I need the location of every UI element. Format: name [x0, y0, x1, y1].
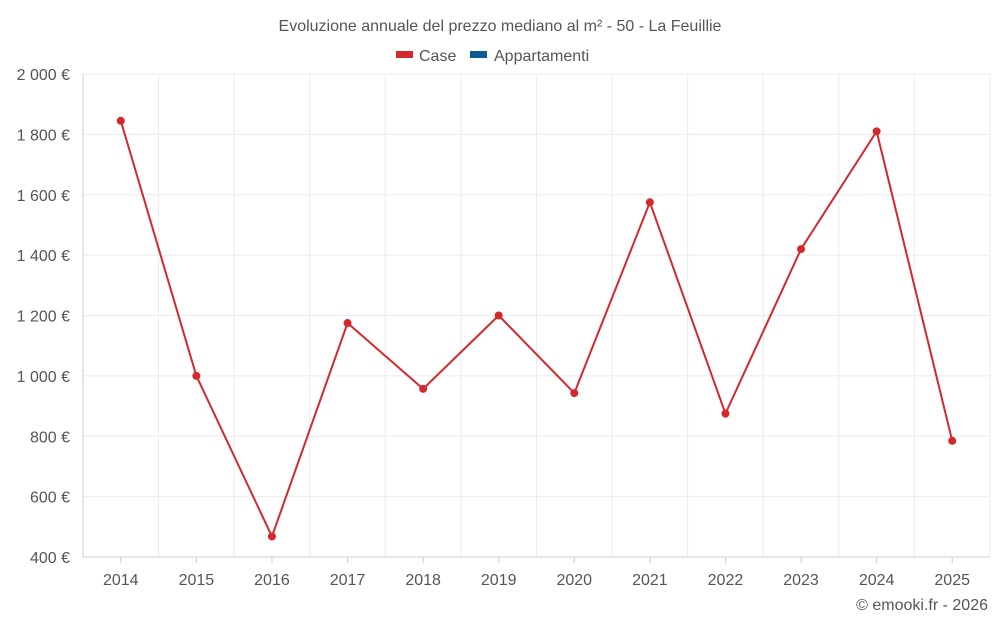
- data-point[interactable]: [419, 384, 428, 393]
- x-tick-label: 2017: [330, 572, 366, 589]
- y-tick-label: 1 600 €: [17, 188, 70, 205]
- data-point[interactable]: [192, 371, 201, 380]
- grid: [83, 73, 991, 557]
- x-axis-ticks: 2014 2015 2016 2017 2018 2019 2020 2021 2022 2023…: [103, 557, 970, 589]
- x-tick-label: 2016: [254, 572, 290, 589]
- data-point[interactable]: [872, 127, 881, 136]
- x-tick-label: 2023: [783, 572, 819, 589]
- y-tick-label: 1 800 €: [17, 127, 70, 144]
- y-tick-label: 400 €: [30, 550, 70, 567]
- y-axis-ticks: 400 € 600 € 800 € 1 000 € 1 200 € 1 400 € 1 60…: [17, 67, 70, 567]
- y-tick-label: 800 €: [30, 429, 70, 446]
- data-point[interactable]: [494, 311, 503, 320]
- x-tick-label: 2021: [632, 572, 668, 589]
- series-line-case: [119, 120, 954, 538]
- legend-item-case[interactable]: Case: [396, 48, 456, 65]
- x-tick-label: 2018: [405, 572, 441, 589]
- y-tick-label: 1 000 €: [17, 369, 70, 386]
- data-point[interactable]: [721, 409, 730, 418]
- legend-swatch-appartamenti: [470, 51, 487, 58]
- series-case: [116, 116, 957, 541]
- legend: Case Appartamenti: [396, 48, 589, 65]
- x-tick-label: 2022: [708, 572, 744, 589]
- legend-label-case: Case: [419, 48, 456, 65]
- x-tick-label: 2020: [556, 572, 592, 589]
- y-tick-label: 1 400 €: [17, 248, 70, 265]
- x-tick-label: 2024: [859, 572, 895, 589]
- y-tick-label: 600 €: [30, 490, 70, 507]
- x-tick-label: 2014: [103, 572, 139, 589]
- credit-text: © emooki.fr - 2026: [856, 597, 988, 614]
- legend-item-appartamenti[interactable]: Appartamenti: [470, 48, 589, 65]
- x-tick-label: 2019: [481, 572, 517, 589]
- legend-label-appartamenti: Appartamenti: [494, 48, 589, 65]
- data-point[interactable]: [343, 319, 352, 328]
- data-point[interactable]: [645, 198, 654, 207]
- data-point[interactable]: [570, 389, 579, 398]
- data-point[interactable]: [267, 532, 276, 541]
- data-point[interactable]: [797, 245, 806, 254]
- legend-swatch-case: [396, 51, 413, 58]
- x-tick-label: 2025: [934, 572, 970, 589]
- chart-title: Evoluzione annuale del prezzo mediano al…: [279, 18, 722, 35]
- y-tick-label: 1 200 €: [17, 309, 70, 326]
- data-point[interactable]: [948, 436, 957, 445]
- data-point[interactable]: [116, 116, 125, 125]
- axes: [82, 74, 990, 558]
- y-tick-label: 2 000 €: [17, 67, 70, 84]
- x-tick-label: 2015: [179, 572, 215, 589]
